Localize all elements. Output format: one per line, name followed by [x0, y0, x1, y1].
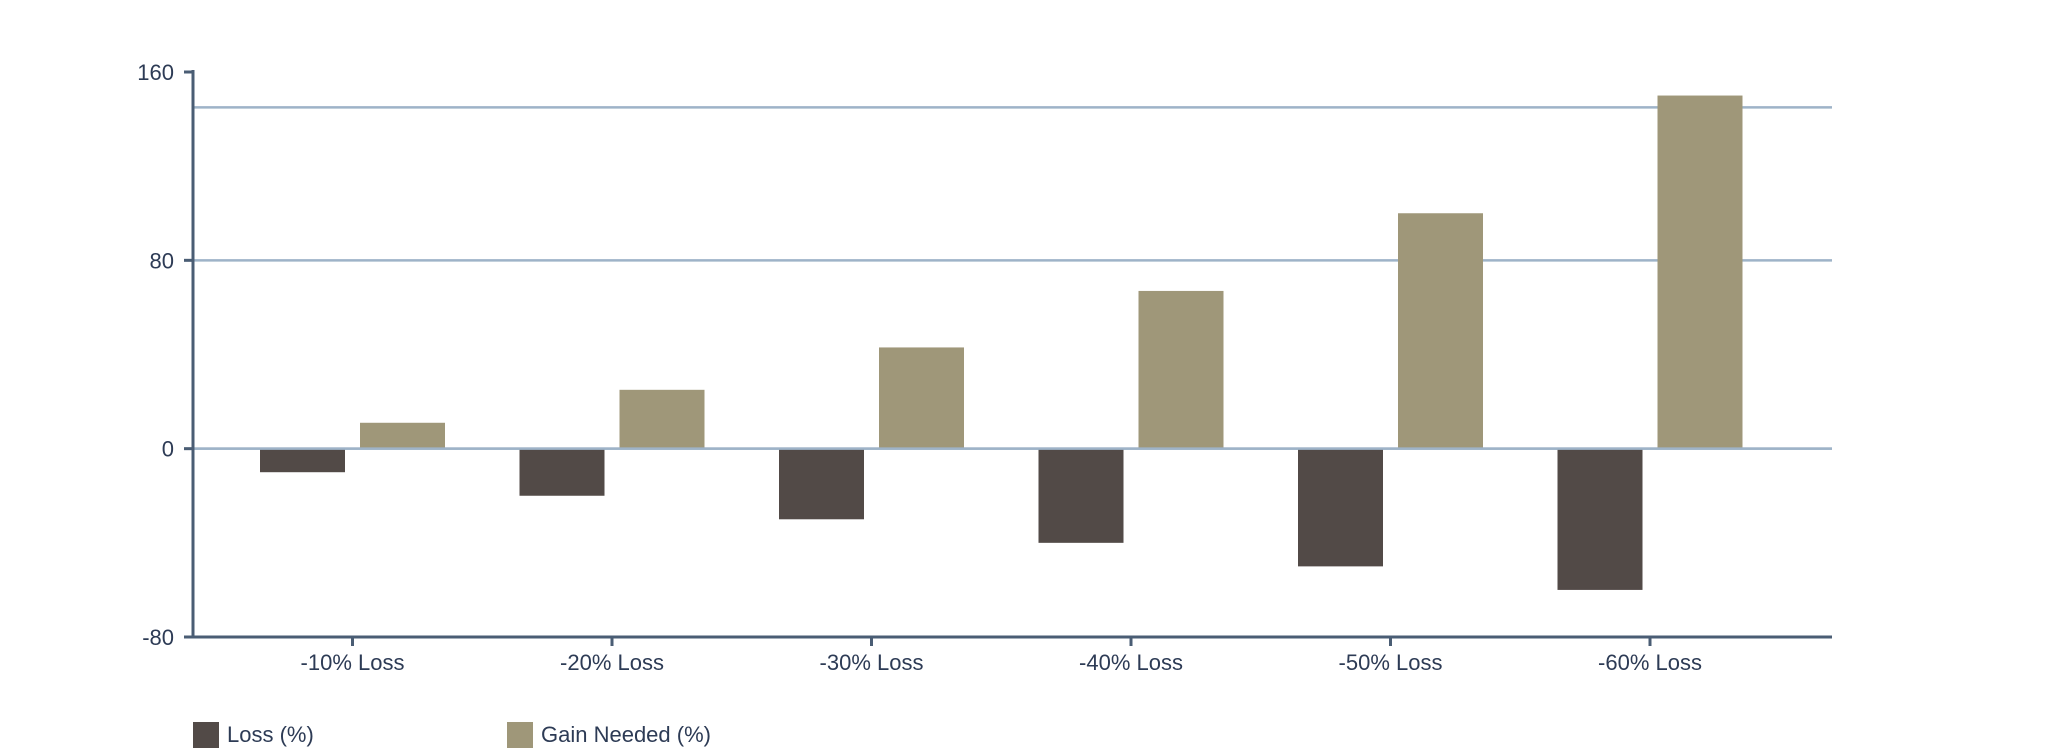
y-tick-label-0: -80: [142, 625, 174, 650]
bars: [193, 95, 1832, 590]
bar-loss-1: [519, 448, 605, 496]
gridlines: [193, 106, 1832, 450]
legend-item-loss: Loss (%): [193, 722, 314, 748]
x-axis-ticks: -10% Loss -20% Loss -30% Loss -40% Loss -50%…: [301, 637, 1702, 675]
legend-swatch-loss: [193, 722, 219, 748]
y-axis-ticks: -80 0 80 160: [137, 60, 193, 650]
bar-loss-5: [1557, 448, 1643, 590]
y-tick-label-2: 80: [150, 248, 174, 273]
legend-swatch-gain-needed: [507, 722, 533, 748]
x-tick-label-1: -20% Loss: [560, 650, 664, 675]
x-tick-label-4: -50% Loss: [1339, 650, 1443, 675]
bar-gain-needed-0: [360, 422, 445, 449]
bar-gain-needed-3: [1138, 290, 1224, 449]
x-tick-label-0: -10% Loss: [301, 650, 405, 675]
legend-label-loss: Loss (%): [227, 722, 314, 747]
legend-label-gain-needed: Gain Needed (%): [541, 722, 711, 747]
x-tick-label-5: -60% Loss: [1598, 650, 1702, 675]
axes: [191, 70, 1832, 639]
bar-gain-needed-2: [879, 347, 964, 449]
bar-loss-0: [260, 448, 345, 473]
y-tick-label-3: 160: [137, 60, 174, 85]
bar-gain-needed-5: [1657, 95, 1743, 449]
x-tick-label-2: -30% Loss: [820, 650, 924, 675]
bar-gain-needed-4: [1398, 213, 1483, 449]
x-tick-label-3: -40% Loss: [1079, 650, 1183, 675]
bar-gain-needed-1: [619, 389, 705, 449]
bar-loss-4: [1298, 448, 1383, 567]
bar-loss-2: [779, 448, 864, 520]
y-tick-label-1: 0: [162, 437, 174, 462]
legend-item-gain-needed: Gain Needed (%): [507, 722, 711, 748]
bar-loss-3: [1038, 448, 1124, 543]
